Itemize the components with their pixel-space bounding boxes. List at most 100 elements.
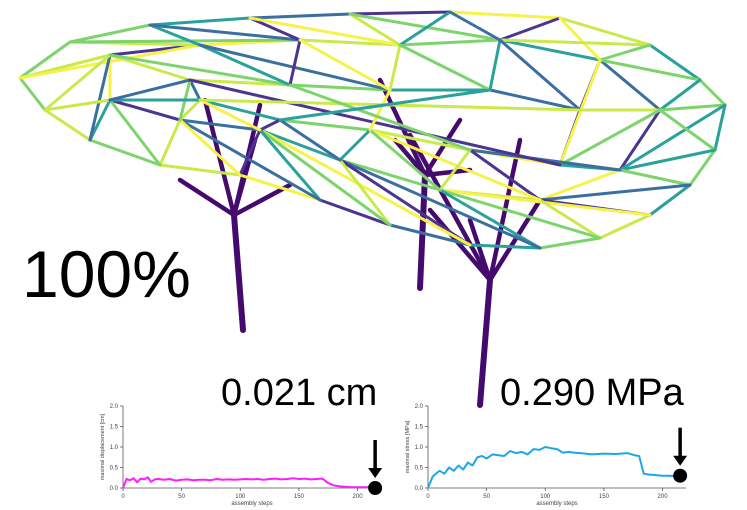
- data-point: [538, 449, 540, 451]
- series-line-stress: [427, 446, 681, 489]
- data-point: [122, 487, 124, 489]
- truss-member: [338, 158, 442, 192]
- data-point: [257, 478, 259, 480]
- x-tick-label: 0: [121, 494, 125, 500]
- x-tick-label: 200: [658, 494, 669, 500]
- truss-member: [538, 236, 602, 250]
- data-point: [133, 477, 135, 479]
- truss-member: [238, 128, 262, 177]
- truss-member: [698, 78, 727, 107]
- data-point: [647, 473, 649, 475]
- data-point: [321, 478, 323, 480]
- data-point: [345, 486, 347, 488]
- x-tick-label: 50: [483, 494, 490, 500]
- data-point: [204, 479, 206, 481]
- truss-member: [538, 183, 692, 202]
- truss-member: [368, 128, 542, 202]
- data-point: [181, 479, 183, 481]
- truss-member: [88, 53, 112, 142]
- data-point: [286, 478, 288, 480]
- truss-member: [288, 38, 302, 87]
- x-tick-label: 50: [178, 494, 185, 500]
- truss-member: [398, 10, 452, 47]
- truss-member: [178, 118, 322, 202]
- truss-member: [108, 78, 192, 102]
- data-point: [154, 478, 156, 480]
- y-tick-label: 1.0: [415, 445, 424, 451]
- x-tick-label: 150: [294, 494, 305, 500]
- data-point: [568, 451, 570, 453]
- data-point: [222, 479, 224, 481]
- truss-member: [388, 43, 402, 92]
- truss-member: [278, 88, 492, 122]
- data-point: [280, 478, 282, 480]
- data-point: [192, 479, 194, 481]
- truss-member: [618, 148, 717, 172]
- truss-member: [388, 223, 472, 247]
- truss-member: [108, 98, 162, 167]
- data-point: [263, 479, 265, 481]
- x-tick-label: 100: [540, 494, 551, 500]
- data-point: [486, 457, 488, 459]
- truss-member: [198, 98, 262, 132]
- truss-member: [288, 83, 472, 152]
- truss-member: [468, 243, 542, 250]
- truss-member: [658, 103, 727, 112]
- truss-member: [278, 118, 342, 162]
- x-tick-label: 200: [353, 494, 364, 500]
- data-point: [239, 478, 241, 480]
- data-point: [143, 478, 145, 480]
- y-tick-label: 0.5: [110, 466, 119, 472]
- truss-member: [558, 16, 602, 62]
- truss-member: [148, 16, 252, 27]
- truss-member: [188, 78, 202, 102]
- y-axis-label: maximal displacement [cm]: [100, 413, 106, 480]
- data-point: [556, 448, 558, 450]
- support-leg: [231, 212, 246, 333]
- truss-member: [248, 16, 302, 42]
- data-point: [269, 478, 271, 480]
- data-point: [251, 478, 253, 480]
- support-branch: [422, 117, 463, 178]
- arrow-down-icon: [673, 455, 688, 466]
- y-tick-label: 1.5: [415, 425, 424, 431]
- data-point: [316, 478, 317, 480]
- data-point: [333, 485, 335, 487]
- truss-member: [43, 98, 112, 112]
- data-point: [140, 478, 142, 480]
- data-point: [667, 475, 669, 477]
- truss-member: [488, 38, 502, 92]
- truss-member: [338, 158, 392, 227]
- data-point: [453, 470, 455, 472]
- data-point: [462, 469, 464, 471]
- data-point: [129, 479, 131, 481]
- data-point: [245, 478, 247, 480]
- data-point: [481, 455, 483, 457]
- truss-member: [178, 118, 262, 132]
- truss-member: [558, 58, 602, 167]
- y-tick-label: 1.5: [110, 425, 119, 431]
- truss-member: [598, 43, 652, 62]
- data-point: [457, 464, 459, 466]
- truss-member: [148, 23, 302, 42]
- data-point: [351, 486, 353, 488]
- data-point: [492, 453, 493, 455]
- data-point: [574, 452, 576, 454]
- data-point: [515, 452, 517, 454]
- assembly-progress-label: 100%: [22, 237, 191, 311]
- truss-member: [713, 103, 727, 152]
- truss-member: [618, 168, 692, 187]
- data-point: [157, 478, 159, 480]
- data-point: [448, 467, 450, 468]
- data-point: [169, 478, 171, 480]
- x-tick-label: 100: [235, 494, 246, 500]
- data-point: [497, 454, 499, 456]
- truss-member: [368, 128, 442, 192]
- truss-member: [288, 83, 392, 92]
- data-point: [509, 450, 511, 452]
- truss-member: [158, 163, 242, 177]
- data-point: [503, 455, 505, 457]
- data-point: [216, 478, 218, 480]
- data-point: [304, 478, 306, 480]
- truss-member: [108, 98, 182, 122]
